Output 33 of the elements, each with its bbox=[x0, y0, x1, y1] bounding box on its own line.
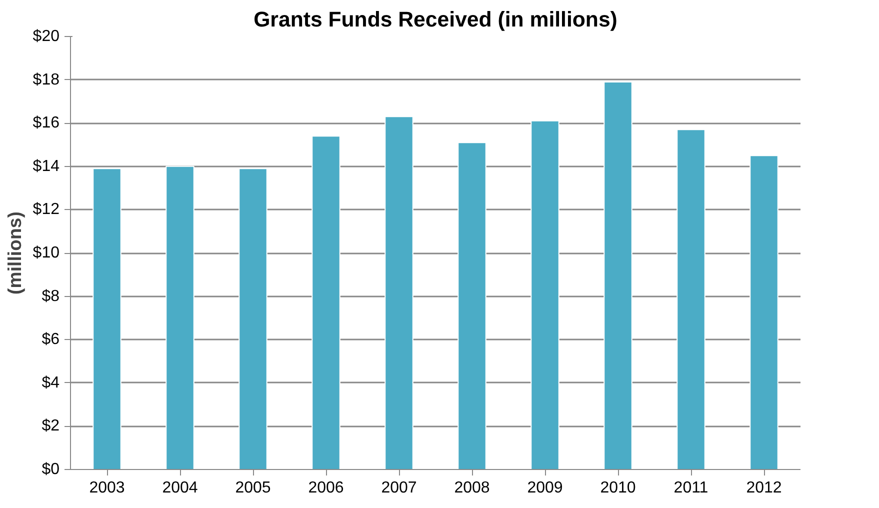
y-tick-label: $2 bbox=[42, 418, 60, 435]
x-tick-label: 2009 bbox=[527, 480, 563, 496]
bar bbox=[238, 168, 268, 470]
bar bbox=[92, 168, 122, 470]
y-axis-title: (millions) bbox=[4, 212, 25, 294]
x-tick-label: 2007 bbox=[381, 480, 417, 496]
bar bbox=[312, 136, 340, 470]
bar bbox=[604, 81, 632, 470]
y-tick-label: $16 bbox=[32, 114, 60, 132]
x-tick-label: 2012 bbox=[746, 480, 782, 496]
x-tick-label: 2005 bbox=[235, 480, 271, 496]
y-tick-label: $6 bbox=[42, 331, 60, 348]
bar bbox=[750, 155, 778, 470]
x-tick-label: 2011 bbox=[674, 480, 708, 496]
y-tick-label: $10 bbox=[32, 244, 60, 262]
bar bbox=[166, 166, 194, 470]
chart-title: Grants Funds Received (in millions) bbox=[254, 8, 618, 32]
x-tick-label: 2003 bbox=[89, 480, 125, 496]
x-tick-label: 2006 bbox=[308, 480, 344, 496]
y-tick-label: $8 bbox=[42, 288, 60, 305]
y-tick-label: $20 bbox=[32, 28, 60, 45]
y-tick-label: $14 bbox=[32, 158, 60, 175]
bar bbox=[384, 116, 414, 470]
y-tick-label: $18 bbox=[32, 71, 60, 88]
x-tick-label: 2004 bbox=[162, 480, 198, 496]
bar bbox=[676, 129, 706, 470]
bar bbox=[530, 120, 560, 470]
x-tick-label: 2008 bbox=[454, 480, 490, 496]
y-tick-label: $0 bbox=[42, 461, 60, 478]
x-tick-label: 2010 bbox=[600, 480, 636, 496]
y-tick-label: $12 bbox=[32, 201, 60, 218]
bar bbox=[458, 142, 486, 470]
y-tick-label: $4 bbox=[42, 374, 60, 392]
